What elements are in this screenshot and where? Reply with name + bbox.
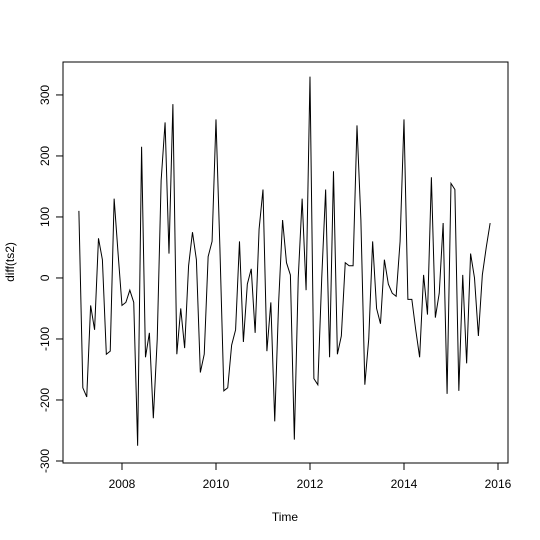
plot-frame: [62, 61, 509, 464]
x-tick-label: 2014: [391, 477, 418, 491]
x-tick-label: 2012: [297, 477, 324, 491]
x-tick-label: 2016: [485, 477, 512, 491]
y-axis-label: diff(ts2): [3, 242, 17, 282]
series-line: [78, 76, 491, 446]
y-tick-label: 300: [38, 85, 52, 105]
y-tick-label: -300: [38, 449, 52, 473]
y-tick-label: -200: [38, 388, 52, 412]
x-tick-label: 2008: [109, 477, 136, 491]
y-tick-label: 100: [38, 207, 52, 227]
y-tick-label: -100: [38, 327, 52, 351]
x-tick-label: 2010: [203, 477, 230, 491]
x-axis-label: Time: [272, 510, 299, 524]
y-tick-label: 0: [38, 274, 52, 281]
y-tick-label: 200: [38, 146, 52, 166]
